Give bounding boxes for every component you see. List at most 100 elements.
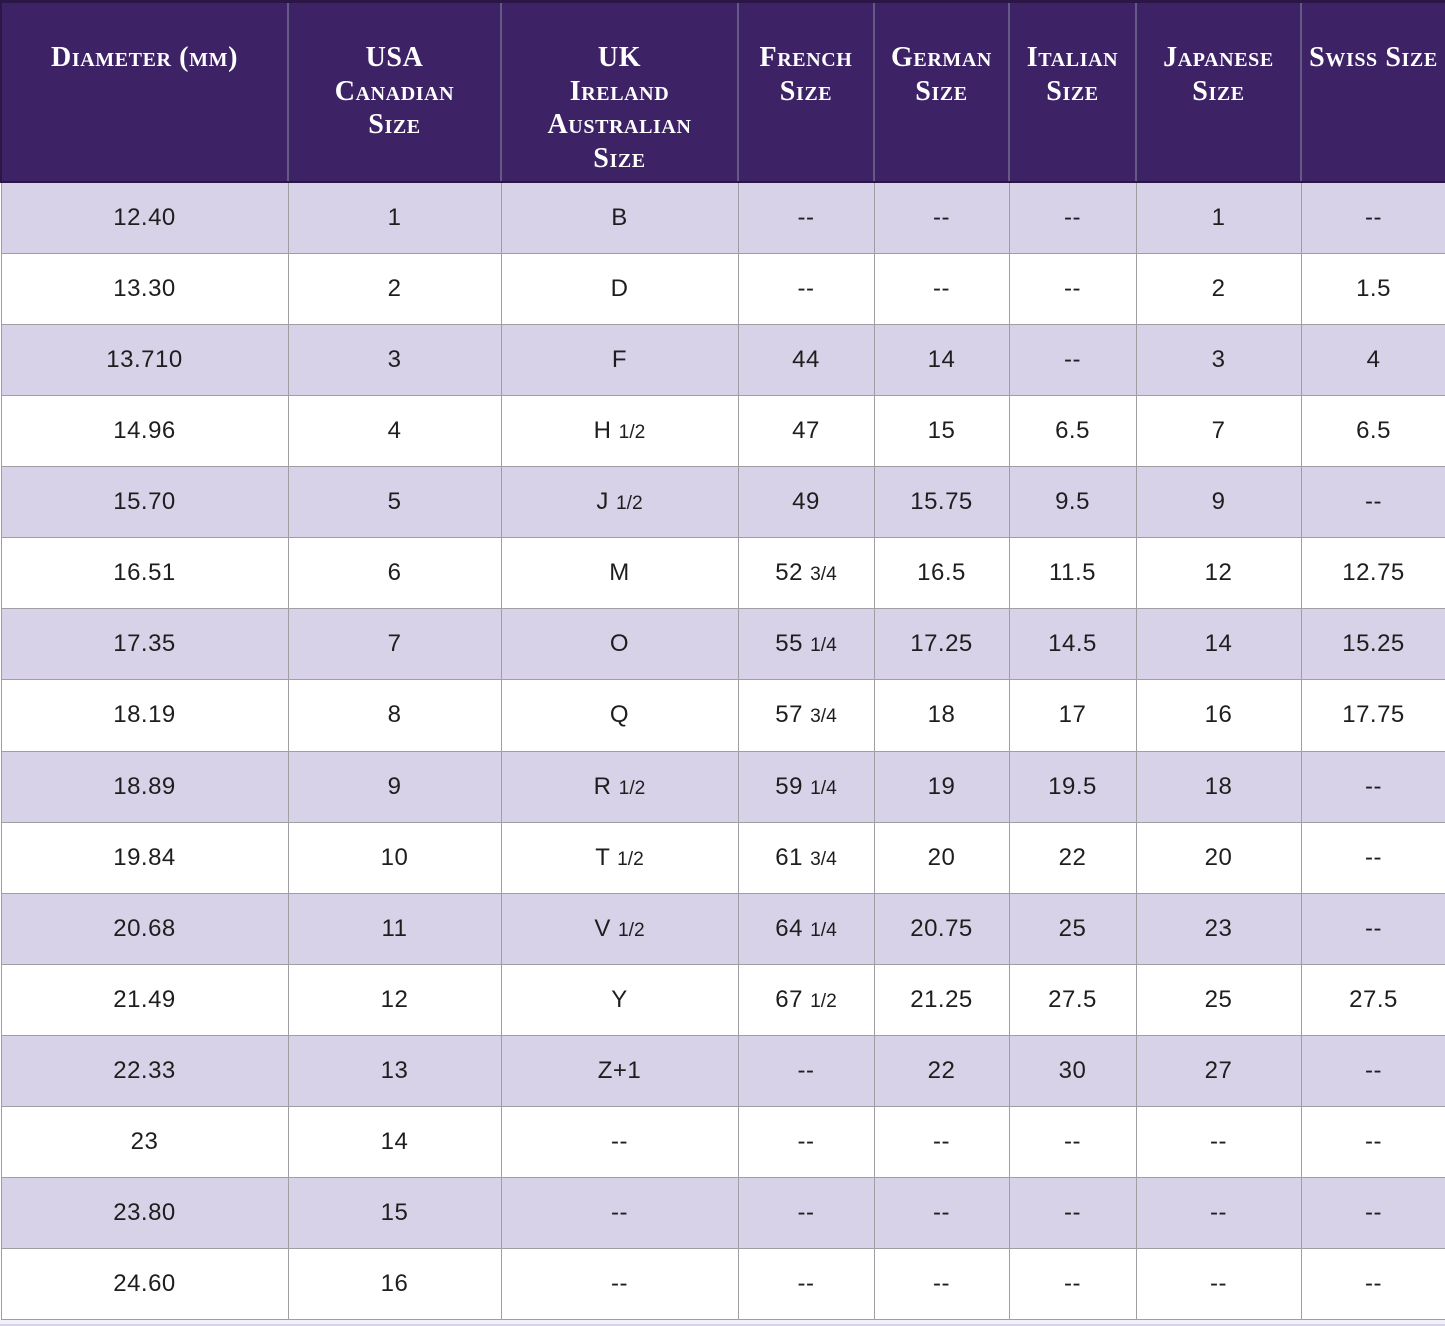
table-cell-german-size: 18 — [873, 679, 1010, 752]
table-cell-japanese-size: 16 — [1135, 679, 1302, 752]
table-cell-japanese-size: 3 — [1135, 324, 1302, 397]
table-cell-japanese-size: 25 — [1135, 963, 1302, 1036]
table-cell-diameter-mm: 17.35 — [0, 608, 289, 681]
table-cell-uk-ireland-australian-size: T 1/2 — [500, 821, 739, 894]
table-cell-german-size: 14 — [873, 324, 1010, 397]
fraction-text: 1/2 — [615, 493, 643, 515]
table-cell-german-size: -- — [873, 253, 1010, 326]
table-cell-italian-size: -- — [1008, 180, 1137, 255]
table-cell-usa-canadian-size: 3 — [287, 324, 502, 397]
table-cell-italian-size: 30 — [1008, 1034, 1137, 1107]
table-cell-german-size: 17.25 — [873, 608, 1010, 681]
table-row: 21.49 12 Y 67 1/2 21.25 27.5 25 27.5 — [0, 963, 1445, 1036]
table-cell-japanese-size: 12 — [1135, 537, 1302, 610]
table-cell-german-size: -- — [873, 1176, 1010, 1249]
table-cell-diameter-mm: 14.96 — [0, 395, 289, 468]
fraction-text: 3/4 — [810, 564, 837, 586]
table-cell-usa-canadian-size: 12 — [287, 963, 502, 1036]
column-header-diameter-mm: Diameter (mm) — [0, 0, 288, 183]
table-cell-swiss-size: 27.5 — [1300, 963, 1445, 1036]
table-bottom-edge — [0, 1320, 1445, 1326]
table-row: 24.60 16 -- -- -- -- -- -- — [0, 1247, 1445, 1321]
table-cell-usa-canadian-size: 16 — [287, 1247, 502, 1321]
table-cell-uk-ireland-australian-size: Z+1 — [500, 1034, 739, 1107]
table-cell-usa-canadian-size: 7 — [287, 608, 502, 681]
table-cell-german-size: 15 — [873, 395, 1010, 468]
table-cell-swiss-size: -- — [1300, 1105, 1445, 1178]
table-row: 13.710 3 F 44 14 -- 3 4 — [0, 324, 1445, 397]
column-header-uk-ireland-australian-size: UK Ireland Australian Size — [500, 0, 738, 183]
table-cell-japanese-size: 27 — [1135, 1034, 1302, 1107]
column-header-japanese-size: Japanese Size — [1135, 0, 1301, 183]
table-cell-diameter-mm: 24.60 — [0, 1247, 289, 1321]
table-cell-swiss-size: -- — [1300, 821, 1445, 894]
table-row: 22.33 13 Z+1 -- 22 30 27 -- — [0, 1034, 1445, 1107]
table-cell-usa-canadian-size: 8 — [287, 679, 502, 752]
table-row: 18.19 8 Q 57 3/4 18 17 16 17.75 — [0, 679, 1445, 752]
table-cell-swiss-size: -- — [1300, 1247, 1445, 1321]
table-cell-german-size: 19 — [873, 750, 1010, 823]
table-cell-uk-ireland-australian-size: -- — [500, 1105, 739, 1178]
table-cell-uk-ireland-australian-size: F — [500, 324, 739, 397]
column-header-german-size: German Size — [873, 0, 1009, 183]
table-cell-usa-canadian-size: 9 — [287, 750, 502, 823]
table-cell-usa-canadian-size: 6 — [287, 537, 502, 610]
table-cell-usa-canadian-size: 11 — [287, 892, 502, 965]
table-cell-swiss-size: 4 — [1300, 324, 1445, 397]
table-cell-uk-ireland-australian-size: R 1/2 — [500, 750, 739, 823]
table-cell-french-size: -- — [737, 1034, 875, 1107]
table-cell-italian-size: -- — [1008, 253, 1137, 326]
table-cell-japanese-size: 1 — [1135, 180, 1302, 255]
table-cell-swiss-size: 1.5 — [1300, 253, 1445, 326]
table-header-row: Diameter (mm) USA Canadian Size UK Ireland… — [0, 0, 1445, 183]
table-cell-french-size: -- — [737, 253, 875, 326]
table-cell-italian-size: 11.5 — [1008, 537, 1137, 610]
fraction-text: 3/4 — [810, 848, 837, 870]
table-cell-italian-size: -- — [1008, 1176, 1137, 1249]
table-cell-diameter-mm: 18.89 — [0, 750, 289, 823]
table-cell-japanese-size: 23 — [1135, 892, 1302, 965]
table-cell-japanese-size: 9 — [1135, 466, 1302, 539]
table-cell-french-size: 67 1/2 — [737, 963, 875, 1036]
table-cell-uk-ireland-australian-size: B — [500, 180, 739, 255]
table-cell-diameter-mm: 13.710 — [0, 324, 289, 397]
table-cell-german-size: -- — [873, 180, 1010, 255]
table-cell-uk-ireland-australian-size: V 1/2 — [500, 892, 739, 965]
table-cell-german-size: -- — [873, 1247, 1010, 1321]
table-cell-french-size: -- — [737, 180, 875, 255]
table-cell-italian-size: 6.5 — [1008, 395, 1137, 468]
table-cell-usa-canadian-size: 15 — [287, 1176, 502, 1249]
table-row: 17.35 7 O 55 1/4 17.25 14.5 14 15.25 — [0, 608, 1445, 681]
table-cell-italian-size: 14.5 — [1008, 608, 1137, 681]
table-cell-italian-size: 17 — [1008, 679, 1137, 752]
table-row: 23.80 15 -- -- -- -- -- -- — [0, 1176, 1445, 1249]
table-cell-french-size: 44 — [737, 324, 875, 397]
table-cell-usa-canadian-size: 10 — [287, 821, 502, 894]
table-cell-french-size: 64 1/4 — [737, 892, 875, 965]
table-cell-uk-ireland-australian-size: Y — [500, 963, 739, 1036]
table-cell-usa-canadian-size: 5 — [287, 466, 502, 539]
table-cell-uk-ireland-australian-size: O — [500, 608, 739, 681]
table-row: 23 14 -- -- -- -- -- -- — [0, 1105, 1445, 1178]
table-cell-diameter-mm: 22.33 — [0, 1034, 289, 1107]
table-cell-swiss-size: 17.75 — [1300, 679, 1445, 752]
table-cell-swiss-size: -- — [1300, 892, 1445, 965]
table-row: 12.40 1 B -- -- -- 1 -- — [0, 180, 1445, 255]
table-cell-japanese-size: -- — [1135, 1176, 1302, 1249]
table-cell-italian-size: 9.5 — [1008, 466, 1137, 539]
table-cell-german-size: 22 — [873, 1034, 1010, 1107]
table-row: 13.30 2 D -- -- -- 2 1.5 — [0, 253, 1445, 326]
table-cell-italian-size: 27.5 — [1008, 963, 1137, 1036]
fraction-text: 1/4 — [810, 635, 837, 657]
table-row: 18.89 9 R 1/2 59 1/4 19 19.5 18 -- — [0, 750, 1445, 823]
table-cell-swiss-size: -- — [1300, 1176, 1445, 1249]
table-cell-usa-canadian-size: 13 — [287, 1034, 502, 1107]
table-cell-diameter-mm: 18.19 — [0, 679, 289, 752]
table-cell-diameter-mm: 19.84 — [0, 821, 289, 894]
table-cell-usa-canadian-size: 14 — [287, 1105, 502, 1178]
fraction-text: 1/4 — [810, 919, 837, 941]
table-cell-uk-ireland-australian-size: H 1/2 — [500, 395, 739, 468]
table-cell-swiss-size: -- — [1300, 180, 1445, 255]
